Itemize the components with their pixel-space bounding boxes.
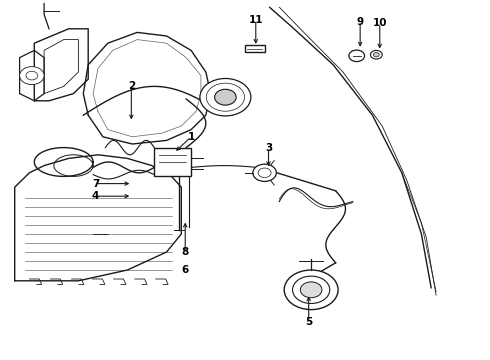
Circle shape (20, 67, 44, 85)
Polygon shape (83, 32, 211, 144)
Circle shape (370, 50, 382, 59)
Text: 11: 11 (248, 15, 263, 25)
Text: 7: 7 (92, 179, 99, 189)
Text: 2: 2 (128, 81, 135, 91)
Bar (245, 45, 265, 52)
Text: 1: 1 (188, 132, 195, 142)
Text: 9: 9 (357, 17, 364, 27)
Circle shape (293, 276, 330, 303)
Circle shape (373, 53, 379, 57)
Circle shape (253, 164, 276, 181)
Text: 8: 8 (182, 247, 189, 257)
Circle shape (26, 71, 38, 80)
Text: 3: 3 (265, 143, 272, 153)
Text: 10: 10 (372, 18, 387, 28)
Circle shape (349, 50, 365, 62)
Text: 4: 4 (92, 191, 99, 201)
Polygon shape (20, 50, 44, 101)
Circle shape (300, 282, 322, 298)
Polygon shape (34, 29, 88, 101)
Circle shape (200, 78, 251, 116)
Circle shape (206, 83, 245, 111)
Circle shape (284, 270, 338, 310)
Circle shape (258, 168, 271, 177)
Bar (154, 148, 191, 176)
Circle shape (215, 89, 236, 105)
Text: 5: 5 (305, 317, 312, 327)
Text: 6: 6 (182, 265, 189, 275)
Polygon shape (15, 155, 181, 281)
